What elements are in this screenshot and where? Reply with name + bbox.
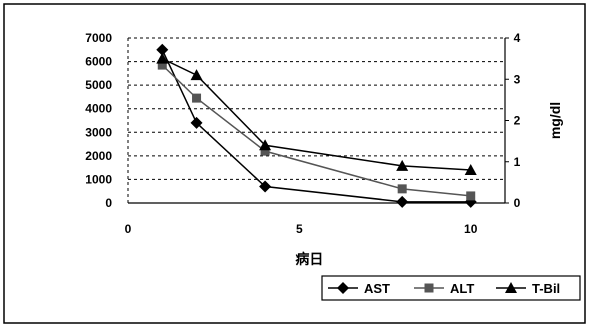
data-point: [157, 60, 167, 70]
legend-label: ALT: [450, 281, 474, 296]
x-tick-label: 0: [125, 222, 132, 236]
legend-box: [321, 275, 581, 301]
y-right-tick-label: 3: [514, 72, 521, 86]
y-left-tick-label: 4000: [85, 102, 112, 116]
y-right-tick-label: 2: [514, 114, 521, 128]
legend-item: T-Bil: [496, 281, 560, 296]
x-tick-label: 10: [464, 222, 478, 236]
y-right-tick-label: 1: [514, 155, 521, 169]
data-point: [396, 195, 409, 208]
y-right-tick-label: 0: [514, 196, 521, 210]
y-left-tick-label: 6000: [85, 55, 112, 69]
chart-border: [3, 3, 586, 324]
legend-marker: [424, 283, 434, 293]
legend-label: AST: [364, 281, 390, 296]
data-point: [190, 69, 203, 81]
x-tick-label: 5: [296, 222, 303, 236]
y-left-tick-label: 7000: [85, 31, 112, 45]
legend-item: AST: [328, 281, 390, 296]
legend-label: T-Bil: [532, 281, 560, 296]
tick-labels: 0 1000 2000 3000 4000 5000 6000 7000 0 1 2 3 4 0 5 10: [85, 31, 520, 236]
data-point: [396, 159, 409, 171]
data-point: [259, 139, 272, 151]
data-point: [259, 180, 272, 193]
y-left-tick-label: 0: [105, 196, 112, 210]
legend-item: ALT: [414, 281, 474, 296]
data-point: [156, 52, 169, 64]
data-point: [192, 93, 202, 103]
legend-marker: [337, 282, 349, 294]
series-t-bil: [156, 52, 477, 175]
data-point: [397, 184, 407, 194]
gridlines: [128, 37, 505, 180]
y-left-tick-label: 5000: [85, 78, 112, 92]
y-left-tick-label: 2000: [85, 149, 112, 163]
data-point: [156, 43, 169, 56]
data-point: [260, 146, 270, 156]
data-point: [466, 191, 476, 201]
legend-marker: [505, 282, 517, 293]
series-layer: [156, 43, 477, 208]
data-point: [464, 164, 477, 175]
y-left-tick-label: 3000: [85, 125, 112, 139]
y-left-tick-label: 1000: [85, 172, 112, 186]
legend: AST ALT T-Bil: [321, 275, 581, 301]
y-right-tick-label: 4: [514, 31, 521, 45]
series-alt: [157, 60, 476, 201]
data-point: [190, 116, 203, 129]
x-axis-title: 病日: [295, 251, 323, 267]
right-axis-title: mg/dl: [547, 102, 563, 139]
